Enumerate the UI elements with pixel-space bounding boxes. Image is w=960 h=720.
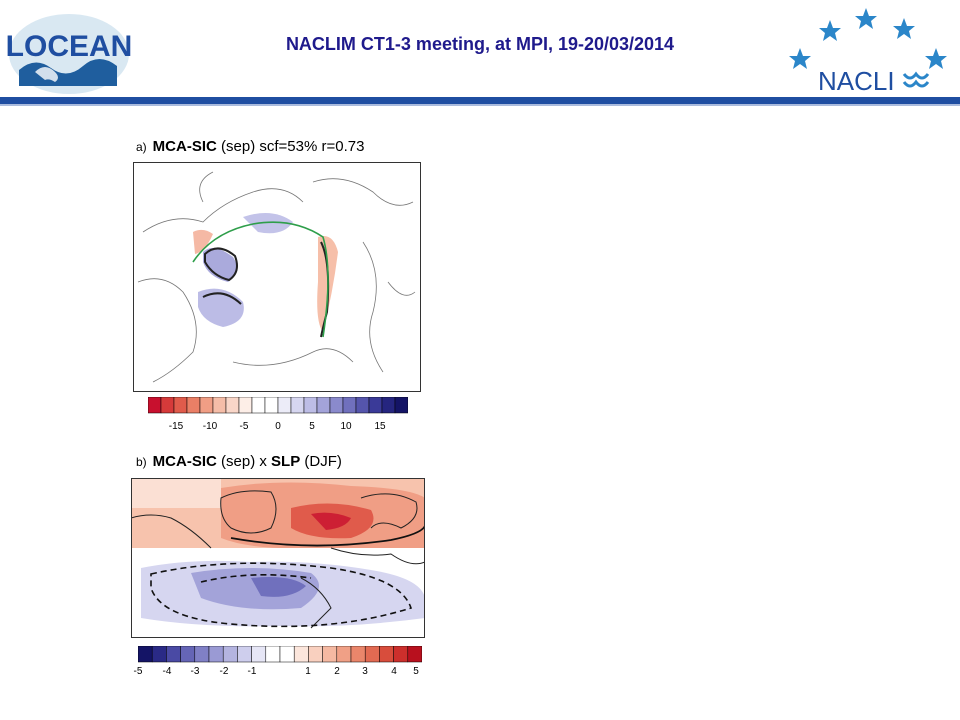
- colorbar-tick: -1: [247, 666, 257, 677]
- panel-a-letter: a): [136, 140, 147, 154]
- colorbar-tick: 3: [362, 666, 368, 677]
- panel-b-title-bold-1: MCA-SIC: [152, 453, 217, 470]
- panel-b-colorbar: [137, 645, 423, 664]
- panel-b-title-rest: (DJF): [300, 453, 342, 470]
- panel-b-title-bold-2: SLP: [271, 453, 301, 470]
- colorbar-tick: 2: [334, 666, 340, 677]
- colorbar-tick: -4: [162, 666, 172, 677]
- panel-a-map: [133, 162, 421, 392]
- colorbar-tick: 4: [391, 666, 397, 677]
- stars-icon: [789, 8, 947, 69]
- colorbar-tick: -3: [190, 666, 200, 677]
- panel-b-map: [130, 478, 426, 638]
- colorbar-tick: -10: [202, 421, 218, 432]
- panel-a-colorbar-ticks: -15 -10 -5 0 5 10 15: [148, 421, 408, 435]
- locean-logo-text: LOCEAN: [6, 30, 133, 63]
- colorbar-tick: 10: [340, 421, 352, 432]
- panel-b-title: b) MCA-SIC (sep) x SLP (DJF): [136, 453, 342, 470]
- naclim-logo-text: NACLI: [818, 66, 895, 96]
- panel-b-colorbar-ticks: -5 -4 -3 -2 -1 1 2 3 4 5: [134, 666, 422, 680]
- colorbar-tick: 0: [275, 421, 281, 432]
- colorbar-tick: 1: [305, 666, 311, 677]
- colorbar-tick: 5: [413, 666, 419, 677]
- colorbar-tick: -5: [133, 666, 143, 677]
- panel-a-title-bold: MCA-SIC: [152, 138, 217, 155]
- panel-a-title: a) MCA-SIC (sep) scf=53% r=0.73: [136, 138, 364, 155]
- panel-b-letter: b): [136, 455, 147, 469]
- colorbar-tick: -5: [239, 421, 249, 432]
- header-divider: [0, 97, 960, 104]
- naclim-logo: NACLI: [786, 4, 956, 96]
- panel-a-colorbar: [147, 396, 409, 415]
- colorbar-tick: -2: [219, 666, 229, 677]
- panel-b-title-mid: (sep) x: [216, 453, 272, 470]
- colorbar-tick: 5: [309, 421, 315, 432]
- page-title: NACLIM CT1-3 meeting, at MPI, 19-20/03/2…: [285, 34, 675, 54]
- locean-logo: LOCEAN: [5, 6, 133, 98]
- header-divider-shadow: [0, 104, 960, 106]
- colorbar-tick: 15: [374, 421, 386, 432]
- colorbar-tick: -15: [168, 421, 184, 432]
- panel-a-title-rest: (sep) scf=53% r=0.73: [216, 138, 365, 155]
